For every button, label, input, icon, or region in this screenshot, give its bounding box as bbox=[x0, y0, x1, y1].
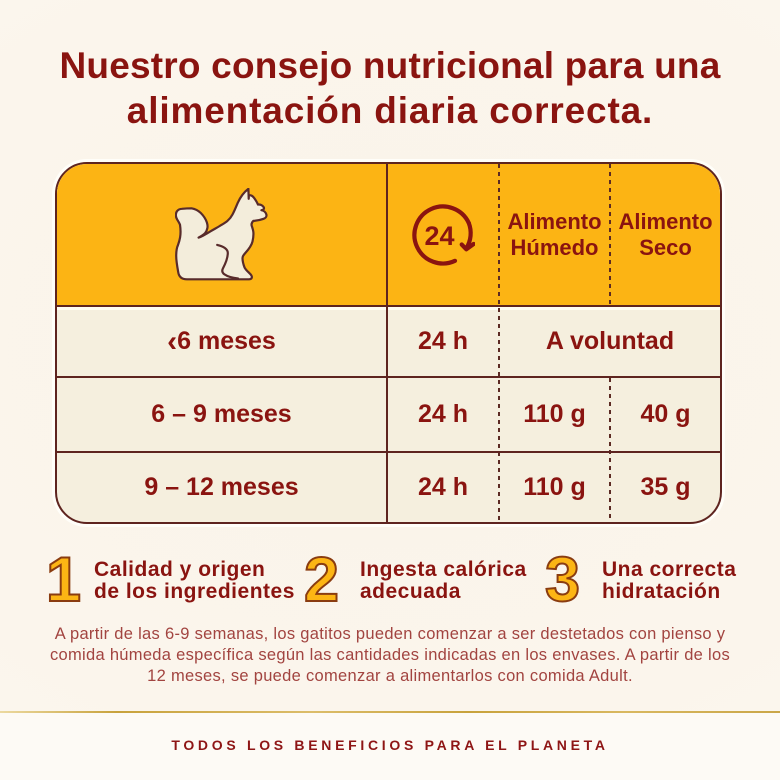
svg-text:24: 24 bbox=[424, 221, 454, 251]
